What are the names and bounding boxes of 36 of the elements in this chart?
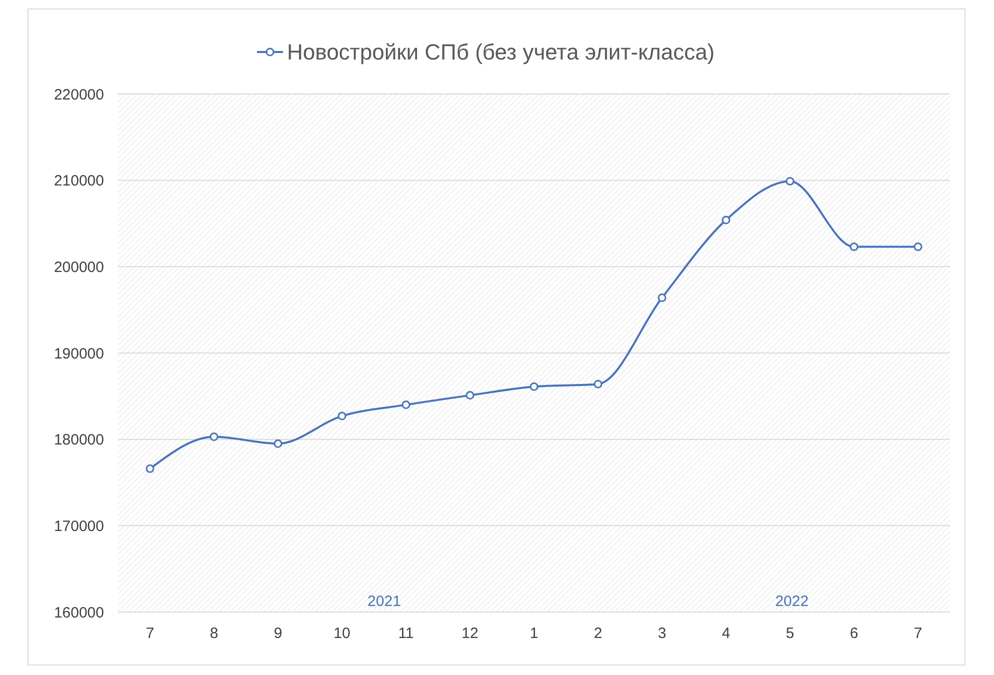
y-tick-label: 160000 <box>54 604 104 622</box>
point <box>658 293 666 302</box>
x-tick-label: 5 <box>786 625 794 642</box>
y-tick-label: 220000 <box>54 86 104 104</box>
point <box>146 464 154 473</box>
point <box>850 242 858 252</box>
point <box>530 382 538 391</box>
x-tick-label: 1 <box>530 625 538 642</box>
x-tick-label: 3 <box>658 625 666 642</box>
point <box>914 242 922 252</box>
x-tick-label: 7 <box>914 625 922 642</box>
x-tick-label: 11 <box>398 625 414 642</box>
y-tick-label: 190000 <box>54 345 104 362</box>
legend-label: Новостройки СПб (без учета элит-класса) <box>287 40 715 65</box>
x-tick-label: 10 <box>334 625 350 642</box>
x-tick-label: 4 <box>722 625 730 642</box>
point <box>466 391 474 400</box>
y-tick-label: 180000 <box>54 432 104 449</box>
point <box>786 176 794 186</box>
annotation: 2021 <box>368 593 401 610</box>
point <box>210 432 218 441</box>
x-tick-label: 8 <box>210 625 218 642</box>
annotation: 2022 <box>775 593 809 610</box>
y-tick-label: 170000 <box>54 518 104 535</box>
point <box>594 380 602 388</box>
x-tick-label: 2 <box>594 625 602 642</box>
y-tick-label: 200000 <box>54 258 104 276</box>
point <box>722 216 730 224</box>
x-tick-label: 9 <box>274 625 282 642</box>
x-tick-label: 7 <box>146 625 154 642</box>
point <box>338 412 346 420</box>
y-tick-label: 210000 <box>54 172 104 190</box>
point <box>274 439 282 448</box>
point <box>402 400 410 410</box>
x-tick-label: 12 <box>462 625 478 642</box>
x-tick-label: 6 <box>850 625 858 642</box>
